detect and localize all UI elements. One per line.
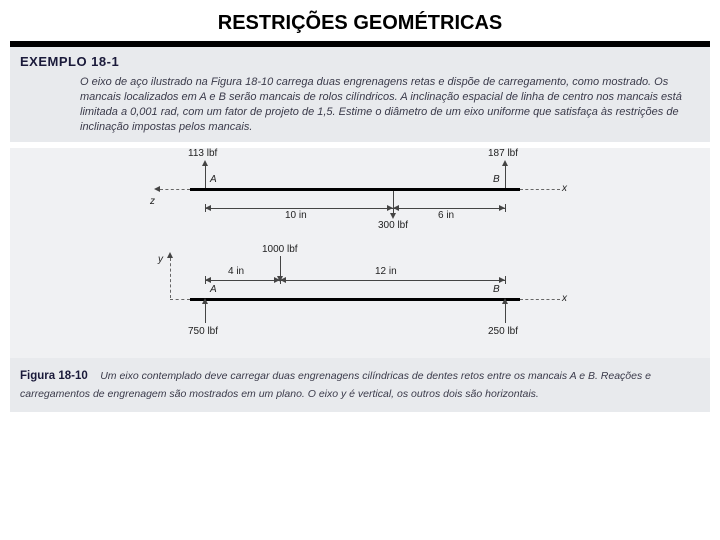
top-force-b-label: 187 lbf (488, 148, 518, 159)
bot-top-force-arrow (280, 256, 281, 276)
figure-diagram: x 113 lbf A 187 lbf B z 300 lbf 10 in 6 … (10, 148, 710, 358)
top-z-axis (160, 189, 190, 190)
top-tick-b (505, 204, 506, 212)
top-dim-6: 6 in (438, 210, 454, 221)
page-title: RESTRIÇÕES GEOMÉTRICAS (0, 0, 720, 41)
bot-x-axis (520, 299, 560, 300)
top-force-b-head (502, 160, 508, 166)
top-force-b-arrow (505, 166, 506, 188)
caption-label: Figura 18-10 (20, 370, 88, 382)
bot-dim-4: 4 in (228, 266, 244, 277)
bot-tick-b (505, 276, 506, 284)
bot-x-label: x (562, 293, 567, 304)
top-dim-10: 10 in (285, 210, 307, 221)
bot-y-dash-h (170, 299, 190, 300)
bot-force-a-head (202, 298, 208, 304)
bot-a-label: A (210, 284, 217, 295)
top-z-label: z (150, 196, 155, 207)
bot-beam (190, 298, 520, 301)
caption-text: Um eixo contemplado deve carregar duas e… (20, 370, 651, 400)
bot-y-head (167, 252, 173, 258)
top-a-label: A (210, 174, 217, 185)
top-beam (190, 188, 520, 191)
example-text: O eixo de aço ilustrado na Figura 18-10 … (20, 71, 700, 134)
bot-tick-4 (280, 276, 281, 284)
top-tick-a (205, 204, 206, 212)
example-label: EXEMPLO 18-1 (20, 54, 119, 69)
bot-top-force-label: 1000 lbf (262, 244, 298, 255)
bot-force-a-arrow (205, 301, 206, 323)
top-force-a-head (202, 160, 208, 166)
bot-dim-line-top (205, 280, 505, 281)
bot-tick-a (205, 276, 206, 284)
top-force-a-arrow (205, 166, 206, 188)
bot-force-a-label: 750 lbf (188, 326, 218, 337)
bot-force-b-head (502, 298, 508, 304)
bot-force-b-arrow (505, 301, 506, 323)
top-force-a-label: 113 lbf (188, 148, 217, 159)
caption-block: Figura 18-10 Um eixo contemplado deve ca… (10, 358, 710, 412)
top-dim-line (205, 208, 505, 209)
bot-force-b-label: 250 lbf (488, 326, 518, 337)
top-b-label: B (493, 174, 500, 185)
bot-b-label: B (493, 284, 500, 295)
top-z-head (154, 186, 160, 192)
top-x-label: x (562, 183, 567, 194)
top-mid-force-head (390, 213, 396, 219)
bot-dim-12: 12 in (375, 266, 397, 277)
bot-y-axis (170, 258, 171, 298)
example-block: EXEMPLO 18-1 O eixo de aço ilustrado na … (10, 47, 710, 142)
top-tick-mid (393, 204, 394, 212)
top-x-axis (520, 189, 560, 190)
bot-y-label: y (158, 254, 163, 265)
top-mid-force-label: 300 lbf (378, 220, 408, 231)
